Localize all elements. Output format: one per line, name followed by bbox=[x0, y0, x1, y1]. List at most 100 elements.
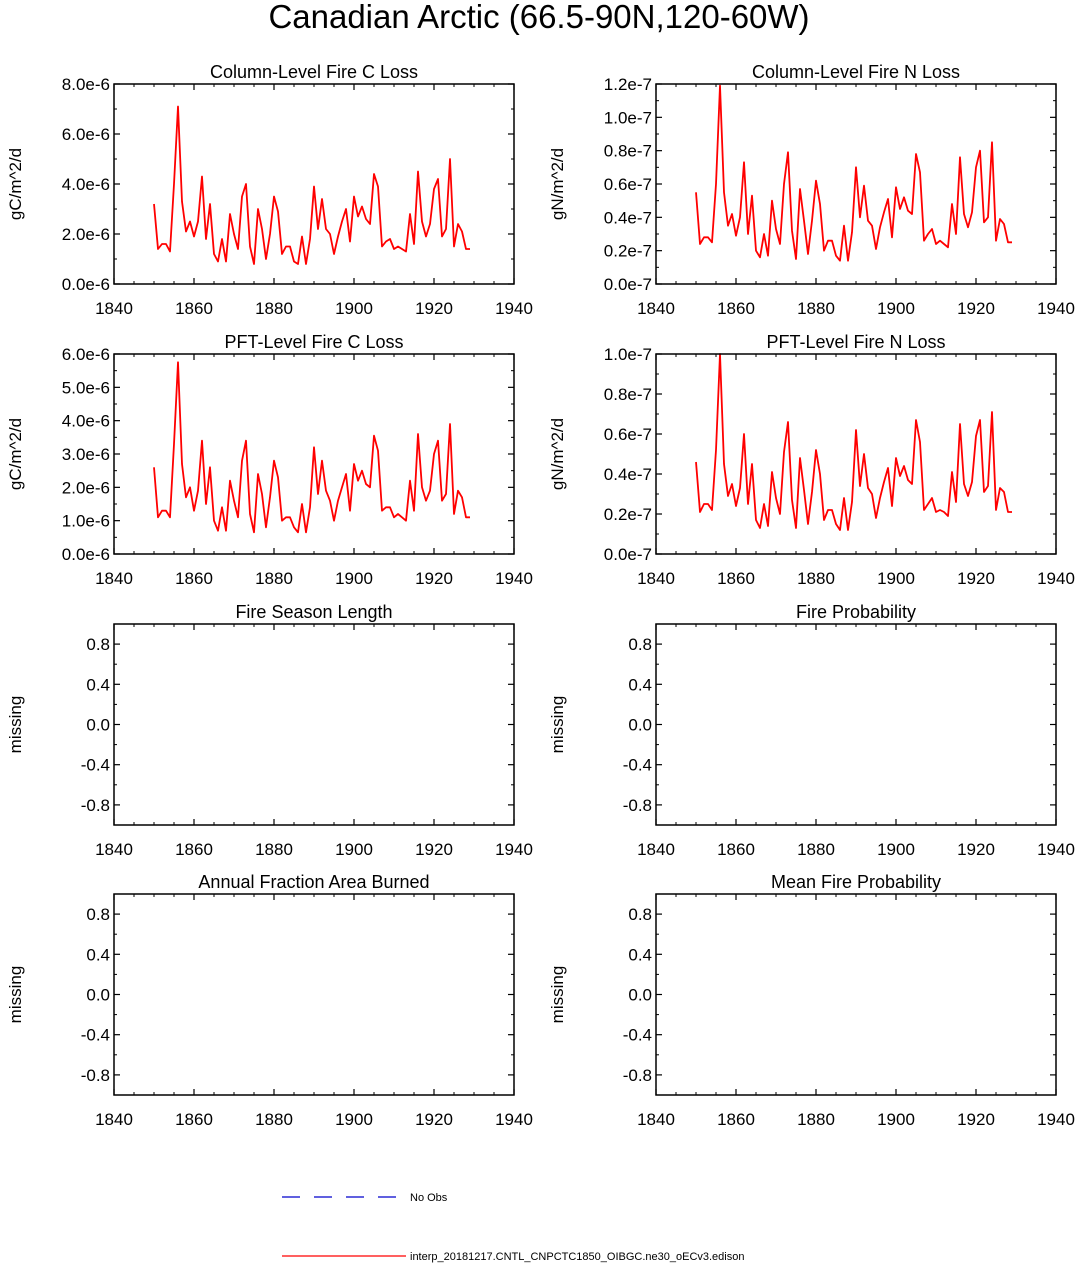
y-tick-label: 2.0e-6 bbox=[62, 225, 110, 244]
y-tick-label: 0.0e-7 bbox=[604, 545, 652, 564]
x-tick-label: 1940 bbox=[1037, 299, 1075, 318]
y-tick-label: 0.0 bbox=[628, 986, 652, 1005]
panel-1: Column-Level Fire C Loss gC/m^2/d 1840 1860… bbox=[6, 62, 533, 318]
y-tick-label: 2.0e-6 bbox=[62, 478, 110, 497]
y-tick-label: 0.8e-7 bbox=[604, 385, 652, 404]
x-tick-label: 1900 bbox=[335, 569, 373, 588]
x-tick-label: 1900 bbox=[335, 840, 373, 859]
y-tick-label: -0.4 bbox=[81, 1026, 110, 1045]
series-line bbox=[153, 361, 470, 534]
y-tick-label: 1.2e-7 bbox=[604, 75, 652, 94]
x-tick-label: 1920 bbox=[415, 299, 453, 318]
y-tick-label: -0.4 bbox=[623, 756, 652, 775]
y-tick-label: 0.4e-7 bbox=[604, 465, 652, 484]
panel-2: Column-Level Fire N Loss gN/m^2/d 1840 1860… bbox=[548, 62, 1075, 318]
y-tick-label: 0.2e-7 bbox=[604, 242, 652, 261]
y-tick-label: 0.2e-7 bbox=[604, 505, 652, 524]
y-tick-label: 0.0 bbox=[628, 716, 652, 735]
x-tick-label: 1920 bbox=[957, 840, 995, 859]
panel-5: Fire Season Length missing 1840 1860 1880 190… bbox=[6, 602, 533, 859]
y-tick-label: 0.0 bbox=[86, 716, 110, 735]
plot-frame bbox=[655, 893, 1057, 1096]
y-tick-label: 0.0e-6 bbox=[62, 275, 110, 294]
panel-7: Annual Fraction Area Burned missing 1840 18… bbox=[6, 872, 533, 1129]
x-tick-label: 1880 bbox=[797, 1110, 835, 1129]
x-tick-label: 1860 bbox=[717, 1110, 755, 1129]
panel-4: PFT-Level Fire N Loss gN/m^2/d 1840 1860 188… bbox=[548, 332, 1075, 588]
y-axis-label: missing bbox=[548, 966, 567, 1024]
x-tick-label: 1880 bbox=[797, 569, 835, 588]
y-tick-label: -0.4 bbox=[81, 756, 110, 775]
legend-label-no-obs: No Obs bbox=[410, 1192, 448, 1204]
x-tick-label: 1880 bbox=[255, 840, 293, 859]
x-tick-label: 1860 bbox=[717, 569, 755, 588]
y-tick-label: 5.0e-6 bbox=[62, 378, 110, 397]
y-tick-label: 1.0e-6 bbox=[62, 512, 110, 531]
panel-title: Column-Level Fire C Loss bbox=[210, 62, 418, 82]
x-tick-label: 1880 bbox=[797, 299, 835, 318]
x-tick-label: 1940 bbox=[495, 299, 533, 318]
y-tick-label: 0.8 bbox=[86, 635, 110, 654]
x-tick-label: 1840 bbox=[95, 569, 133, 588]
x-tick-label: 1880 bbox=[255, 1110, 293, 1129]
y-tick-label: 0.6e-7 bbox=[604, 425, 652, 444]
x-tick-label: 1840 bbox=[95, 299, 133, 318]
y-tick-label: 0.8 bbox=[86, 905, 110, 924]
y-tick-label: 0.8 bbox=[628, 635, 652, 654]
panel-title: PFT-Level Fire C Loss bbox=[224, 332, 403, 352]
panel-title: Column-Level Fire N Loss bbox=[752, 62, 960, 82]
y-axis-label: missing bbox=[548, 696, 567, 754]
y-axis-label: missing bbox=[6, 966, 25, 1024]
x-tick-label: 1840 bbox=[637, 569, 675, 588]
y-tick-label: 1.0e-7 bbox=[604, 345, 652, 364]
y-axis-label: gN/m^2/d bbox=[548, 418, 567, 490]
y-tick-label: -0.4 bbox=[623, 1026, 652, 1045]
x-tick-label: 1940 bbox=[1037, 569, 1075, 588]
x-tick-label: 1920 bbox=[957, 299, 995, 318]
y-tick-label: 0.0e-6 bbox=[62, 545, 110, 564]
x-tick-label: 1920 bbox=[415, 569, 453, 588]
y-tick-label: 6.0e-6 bbox=[62, 125, 110, 144]
panel-title: PFT-Level Fire N Loss bbox=[766, 332, 945, 352]
y-tick-label: 0.0e-7 bbox=[604, 275, 652, 294]
y-axis-label: gN/m^2/d bbox=[548, 148, 567, 220]
y-tick-label: -0.8 bbox=[81, 796, 110, 815]
y-tick-label: 0.0 bbox=[86, 986, 110, 1005]
y-tick-label: -0.8 bbox=[623, 796, 652, 815]
y-tick-label: 4.0e-6 bbox=[62, 175, 110, 194]
plot-frame bbox=[113, 623, 515, 826]
y-tick-label: -0.8 bbox=[81, 1066, 110, 1085]
panel-3: PFT-Level Fire C Loss gC/m^2/d 1840 1860 188… bbox=[6, 332, 533, 588]
y-tick-label: 4.0e-6 bbox=[62, 412, 110, 431]
y-tick-label: 0.8e-7 bbox=[604, 142, 652, 161]
y-tick-label: 8.0e-6 bbox=[62, 75, 110, 94]
x-tick-label: 1940 bbox=[495, 1110, 533, 1129]
y-tick-label: 0.4 bbox=[86, 945, 110, 964]
y-tick-label: -0.8 bbox=[623, 1066, 652, 1085]
x-tick-label: 1900 bbox=[335, 299, 373, 318]
x-tick-label: 1900 bbox=[877, 299, 915, 318]
x-tick-label: 1900 bbox=[877, 840, 915, 859]
x-tick-label: 1860 bbox=[717, 299, 755, 318]
legend: No Obs interp_20181217.CNTL_CNPCTC1850_O… bbox=[282, 1192, 744, 1263]
y-tick-label: 0.4e-7 bbox=[604, 208, 652, 227]
y-axis-label: gC/m^2/d bbox=[6, 418, 25, 490]
x-tick-label: 1940 bbox=[1037, 1110, 1075, 1129]
x-tick-label: 1940 bbox=[1037, 840, 1075, 859]
x-tick-label: 1880 bbox=[797, 840, 835, 859]
plot-frame bbox=[113, 893, 515, 1096]
x-tick-label: 1900 bbox=[877, 569, 915, 588]
x-tick-label: 1900 bbox=[877, 1110, 915, 1129]
x-tick-label: 1860 bbox=[175, 1110, 213, 1129]
panel-6: Fire Probability missing 1840 1860 1880 1900 1… bbox=[548, 602, 1075, 859]
y-tick-label: 0.4 bbox=[86, 675, 110, 694]
plot-frame bbox=[655, 623, 1057, 826]
x-tick-label: 1900 bbox=[335, 1110, 373, 1129]
x-tick-label: 1840 bbox=[95, 1110, 133, 1129]
y-axis-label: missing bbox=[6, 696, 25, 754]
figure-title: Canadian Arctic (66.5-90N,120-60W) bbox=[268, 0, 809, 35]
x-tick-label: 1860 bbox=[175, 569, 213, 588]
y-tick-label: 1.0e-7 bbox=[604, 108, 652, 127]
x-tick-label: 1920 bbox=[957, 1110, 995, 1129]
